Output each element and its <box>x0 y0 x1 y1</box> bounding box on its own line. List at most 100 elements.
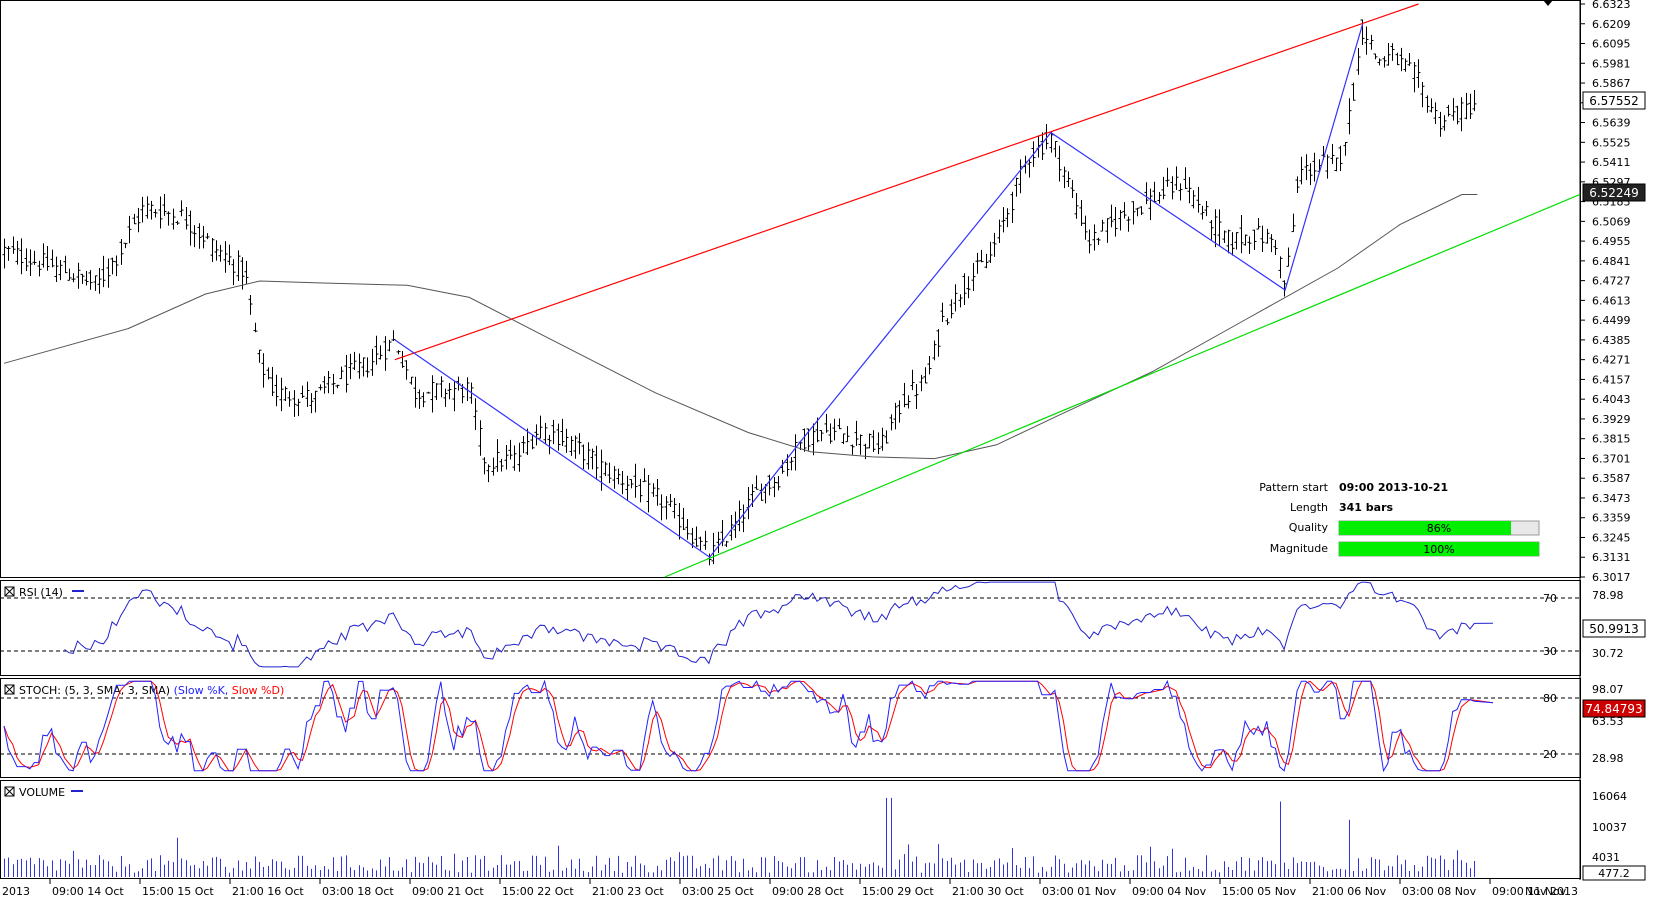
price-bar <box>1282 280 1287 297</box>
price-bar <box>1325 154 1330 179</box>
price-bar <box>1433 102 1438 124</box>
price-bar <box>184 207 189 230</box>
price-bar <box>140 196 145 223</box>
price-bar <box>413 376 418 408</box>
price-bar <box>711 532 716 565</box>
price-bar <box>889 414 894 431</box>
top-arrow-icon <box>1543 0 1553 6</box>
price-bar <box>845 426 850 443</box>
price-bar <box>1356 48 1361 75</box>
price-bar <box>1096 237 1101 246</box>
price-bar <box>837 418 842 430</box>
price-bar <box>1157 192 1162 204</box>
time-tick-label: 09:00 04 Nov <box>1132 885 1207 897</box>
price-bar <box>729 514 734 541</box>
price-tick-label: 6.4271 <box>1592 354 1631 367</box>
price-bar <box>1420 81 1425 108</box>
price-bar <box>318 384 323 391</box>
time-axis: 2013 09:00 14 Oct 15:00 15 Oct 21:00 16 Oct… <box>2 878 1578 897</box>
price-bar <box>1239 214 1244 254</box>
price-bar <box>1213 209 1218 248</box>
price-bar <box>612 466 617 489</box>
price-bar <box>313 390 318 413</box>
price-bar <box>387 339 392 352</box>
price-bar <box>1403 58 1408 72</box>
stoch-close-icon[interactable] <box>4 684 15 695</box>
time-tick-label: 09:00 28 Oct <box>772 885 844 897</box>
price-bar <box>292 390 297 417</box>
price-bar <box>1369 34 1374 50</box>
price-bar <box>1472 90 1477 112</box>
price-bar <box>1455 105 1460 125</box>
quality-bar-fill <box>1339 521 1511 535</box>
price-bar <box>1351 82 1356 101</box>
price-bar <box>188 210 193 246</box>
price-bar <box>902 382 907 408</box>
time-tick-label: 15:00 15 Oct <box>142 885 214 897</box>
price-bar <box>80 273 85 284</box>
magnitude-label: Magnitude <box>1270 542 1329 555</box>
price-tick-label: 6.3701 <box>1592 452 1631 465</box>
price-bar <box>1286 247 1291 267</box>
price-bar <box>936 329 941 357</box>
price-bar <box>940 302 945 323</box>
price-bar <box>1425 95 1430 113</box>
price-bar <box>6 245 11 261</box>
price-bar <box>1057 145 1062 182</box>
price-bar <box>1412 62 1417 93</box>
price-bar <box>655 479 660 506</box>
price-bar <box>659 494 664 521</box>
price-bar <box>1390 43 1395 61</box>
volume-close-icon[interactable] <box>4 786 15 797</box>
price-bar <box>374 335 379 365</box>
price-bar <box>1217 209 1222 247</box>
price-bar <box>1429 98 1434 113</box>
price-bar <box>1222 230 1227 243</box>
stoch-d-label: Slow %D) <box>232 684 284 697</box>
price-bar <box>828 423 833 444</box>
price-bar <box>997 219 1002 244</box>
quality-value: 86% <box>1427 522 1451 535</box>
price-bar <box>300 385 305 399</box>
price-bar <box>1438 111 1443 137</box>
price-bar <box>906 395 911 409</box>
price-bar <box>581 444 586 470</box>
support-price-box: 6.52249 <box>1582 183 1646 202</box>
rsi-scale-top: 78.98 <box>1592 589 1624 602</box>
price-bar <box>1152 181 1157 203</box>
panel-frames <box>0 0 1581 880</box>
price-bar <box>1105 218 1110 243</box>
price-bar <box>530 434 535 450</box>
price-bar <box>569 436 574 456</box>
price-bar <box>962 273 967 306</box>
price-bar <box>404 360 409 380</box>
price-bar <box>240 257 245 290</box>
price-bar <box>776 476 781 491</box>
rsi-panel: RSI (14) 70 30 78.98 30.72 50.9913 <box>0 581 1646 668</box>
price-bar <box>672 497 677 519</box>
moving-average-line <box>3 194 1478 460</box>
price-bar <box>214 240 219 261</box>
price-bar <box>802 428 807 452</box>
price-bar <box>119 239 124 265</box>
price-bar <box>114 255 119 277</box>
price-bar <box>383 336 388 371</box>
price-bar <box>1170 176 1175 200</box>
price-bar <box>1299 156 1304 185</box>
price-bar <box>1382 56 1387 68</box>
rsi-lower-level: 30 <box>1543 645 1557 658</box>
price-bar <box>1062 166 1067 189</box>
price-bar <box>409 376 414 385</box>
stoch-scale-mid: 63.53 <box>1592 715 1624 728</box>
rsi-close-icon[interactable] <box>4 586 15 597</box>
quality-label: Quality <box>1289 521 1329 534</box>
price-bar <box>127 215 132 244</box>
price-bar <box>1209 219 1214 240</box>
price-bar <box>629 479 634 489</box>
price-bar <box>1187 177 1192 204</box>
price-bar <box>897 400 902 423</box>
price-bar <box>521 436 526 454</box>
price-bar <box>426 391 431 394</box>
price-bar <box>236 250 241 282</box>
price-bar <box>1165 167 1170 187</box>
